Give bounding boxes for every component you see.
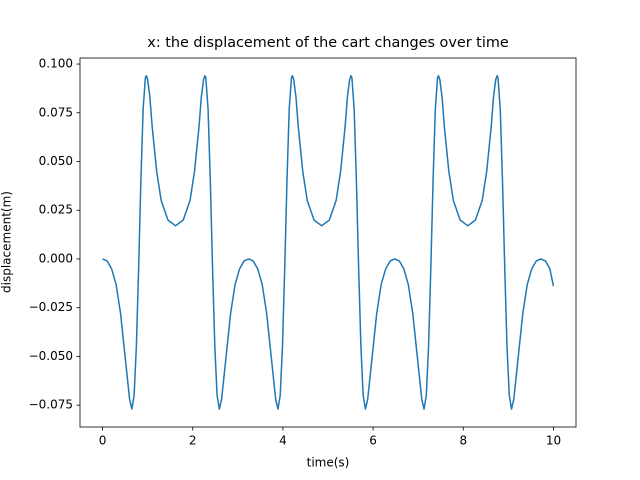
y-tick-label: −0.075: [29, 398, 73, 412]
x-tick-label: 2: [189, 434, 197, 448]
chart-title: x: the displacement of the cart changes …: [147, 35, 509, 51]
y-tick-label: 0.050: [39, 154, 73, 168]
y-axis-label: displacement(m): [0, 191, 14, 293]
x-tick-label: 6: [369, 434, 377, 448]
data-line: [102, 74, 555, 410]
y-tick-label: 0.075: [39, 105, 73, 119]
y-tick-label: −0.025: [29, 300, 73, 314]
x-tick-label: 4: [279, 434, 287, 448]
y-tick-label: −0.050: [29, 349, 73, 363]
plot-frame: [79, 57, 577, 428]
x-tick-label: 8: [459, 434, 467, 448]
x-tick-label: 0: [99, 434, 107, 448]
x-axis-label: time(s): [307, 456, 350, 470]
y-tick-label: 0.000: [39, 251, 73, 265]
y-tick-label: 0.025: [39, 203, 73, 217]
x-tick-label: 10: [546, 434, 561, 448]
y-tick-label: 0.100: [39, 57, 73, 71]
